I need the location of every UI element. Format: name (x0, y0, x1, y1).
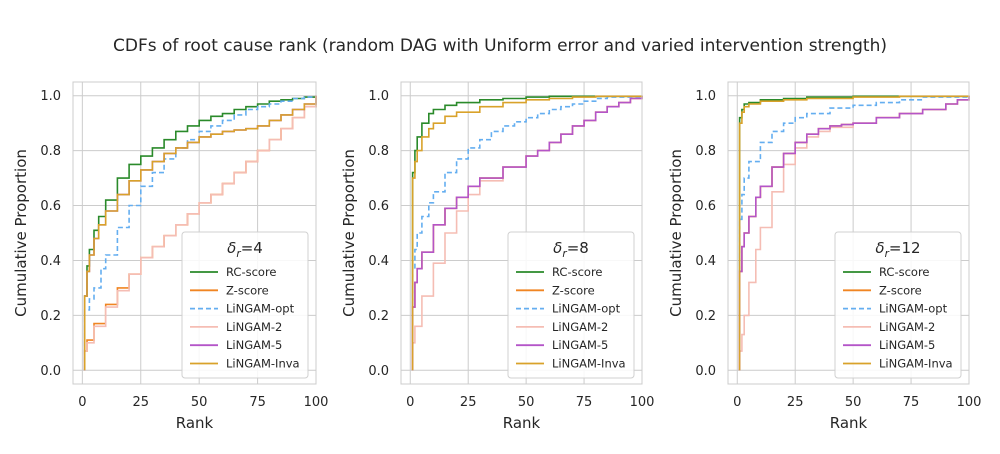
x-tick-label: 0 (733, 395, 741, 410)
chart-panel-1: 0 25 50 75 100 0.0 0.2 0.4 0.6 0.8 1.0 Rank Cumulati… (12, 81, 329, 432)
chart-panel-2: 0 25 50 75 100 0.0 0.2 0.4 0.6 0.8 1.0 Rank Cumulati… (340, 81, 655, 432)
legend-label: Z-score (879, 283, 922, 297)
series-line-rc-score (411, 95, 643, 371)
legend-label: LiNGAM-opt (552, 302, 621, 316)
y-tick-label: 0.6 (40, 199, 61, 214)
y-tick-label: 0.8 (368, 144, 389, 159)
chart-panel-3: 0 25 50 75 100 0.0 0.2 0.4 0.6 0.8 1.0 Rank Cumulati… (667, 81, 982, 432)
series-line-lingam-opt (738, 95, 970, 371)
legend-title-value: =12 (889, 239, 921, 257)
legend-label: LiNGAM-Inva (879, 357, 953, 371)
series-line-lingam-5 (411, 95, 643, 371)
y-axis-title: Cumulative Proportion (12, 149, 30, 317)
y-tick-label: 1.0 (695, 89, 716, 104)
x-tick-label: 50 (518, 395, 535, 410)
legend-title-subscript: r (562, 248, 567, 260)
legend-label: LiNGAM-Inva (552, 357, 626, 371)
y-tick-label: 0.0 (695, 364, 716, 379)
legend-label: LiNGAM-opt (879, 302, 948, 316)
x-tick-label: 100 (957, 395, 982, 410)
legend-label: LiNGAM-Inva (226, 357, 300, 371)
y-tick-label: 0.8 (695, 144, 716, 159)
series-line-lingam-2 (83, 95, 317, 371)
y-tick-label: 0.0 (40, 364, 61, 379)
legend: δr=12 RC-score Z-score LiNGAM-opt LiNGAM-2 Li… (834, 231, 962, 379)
legend-title: δr=12 (875, 239, 920, 260)
legend-box (507, 231, 635, 379)
legend-label: Z-score (552, 283, 595, 297)
x-tick-label: 25 (787, 395, 804, 410)
legend: δr=4 RC-score Z-score LiNGAM-opt LiNGAM-2 LiN… (181, 231, 309, 379)
legend-label: Z-score (226, 283, 269, 297)
legend-title-symbol: δ (875, 239, 884, 257)
legend-label: RC-score (552, 265, 603, 279)
x-axis-title: Rank (503, 414, 541, 432)
legend-label: LiNGAM-opt (226, 302, 295, 316)
legend-label: LiNGAM-5 (552, 338, 608, 352)
plot-frame (72, 81, 317, 385)
legend-title-symbol: δ (553, 239, 562, 257)
x-axis-title: Rank (176, 414, 214, 432)
legend-title-subscript: r (885, 248, 890, 260)
legend-label: LiNGAM-2 (552, 320, 608, 334)
y-tick-label: 0.4 (40, 254, 61, 269)
legend-label: LiNGAM-5 (879, 338, 935, 352)
y-tick-label: 0.8 (40, 144, 61, 159)
legend-label: RC-score (879, 265, 930, 279)
y-axis-title: Cumulative Proportion (667, 149, 685, 317)
legend-label: LiNGAM-2 (226, 320, 282, 334)
x-tick-label: 75 (903, 395, 920, 410)
x-axis-title: Rank (830, 414, 868, 432)
y-tick-label: 1.0 (368, 89, 389, 104)
x-tick-label: 50 (191, 395, 208, 410)
x-tick-label: 100 (630, 395, 655, 410)
figure-title: CDFs of root cause rank (random DAG with… (113, 36, 887, 56)
legend-title-value: =8 (567, 239, 589, 257)
legend: δr=8 RC-score Z-score LiNGAM-opt LiNGAM-2 LiN… (507, 231, 635, 379)
y-tick-label: 0.4 (368, 254, 389, 269)
legend-title-symbol: δ (227, 239, 236, 257)
y-tick-label: 0.2 (695, 309, 716, 324)
series-line-lingam-5 (738, 95, 970, 371)
x-tick-label: 75 (576, 395, 593, 410)
y-tick-label: 0.6 (368, 199, 389, 214)
legend-box (834, 231, 962, 379)
legend-title-subscript: r (236, 248, 241, 260)
legend-title: δr=4 (227, 239, 263, 260)
legend-title-value: =4 (241, 239, 263, 257)
y-axis-title: Cumulative Proportion (340, 149, 358, 317)
x-tick-label: 0 (406, 395, 414, 410)
legend-title: δr=8 (553, 239, 589, 260)
x-tick-label: 50 (845, 395, 862, 410)
plot-frame (400, 81, 643, 385)
plot-frame (727, 81, 970, 385)
x-tick-label: 100 (304, 395, 329, 410)
x-tick-label: 25 (460, 395, 477, 410)
legend-label: LiNGAM-5 (226, 338, 282, 352)
y-tick-label: 0.4 (695, 254, 716, 269)
x-tick-label: 0 (78, 395, 86, 410)
y-tick-label: 0.6 (695, 199, 716, 214)
legend-label: RC-score (226, 265, 277, 279)
series-line-lingam-inva (738, 95, 970, 371)
series-line-lingam-opt (411, 95, 643, 371)
x-tick-label: 25 (132, 395, 149, 410)
series-line-lingam-inva (411, 95, 643, 371)
y-tick-label: 1.0 (40, 89, 61, 104)
legend-box (181, 231, 309, 379)
legend-label: LiNGAM-2 (879, 320, 935, 334)
y-tick-label: 0.0 (368, 364, 389, 379)
y-tick-label: 0.2 (40, 309, 61, 324)
y-tick-label: 0.2 (368, 309, 389, 324)
x-tick-label: 75 (249, 395, 266, 410)
series-line-lingam-inva (83, 95, 317, 371)
